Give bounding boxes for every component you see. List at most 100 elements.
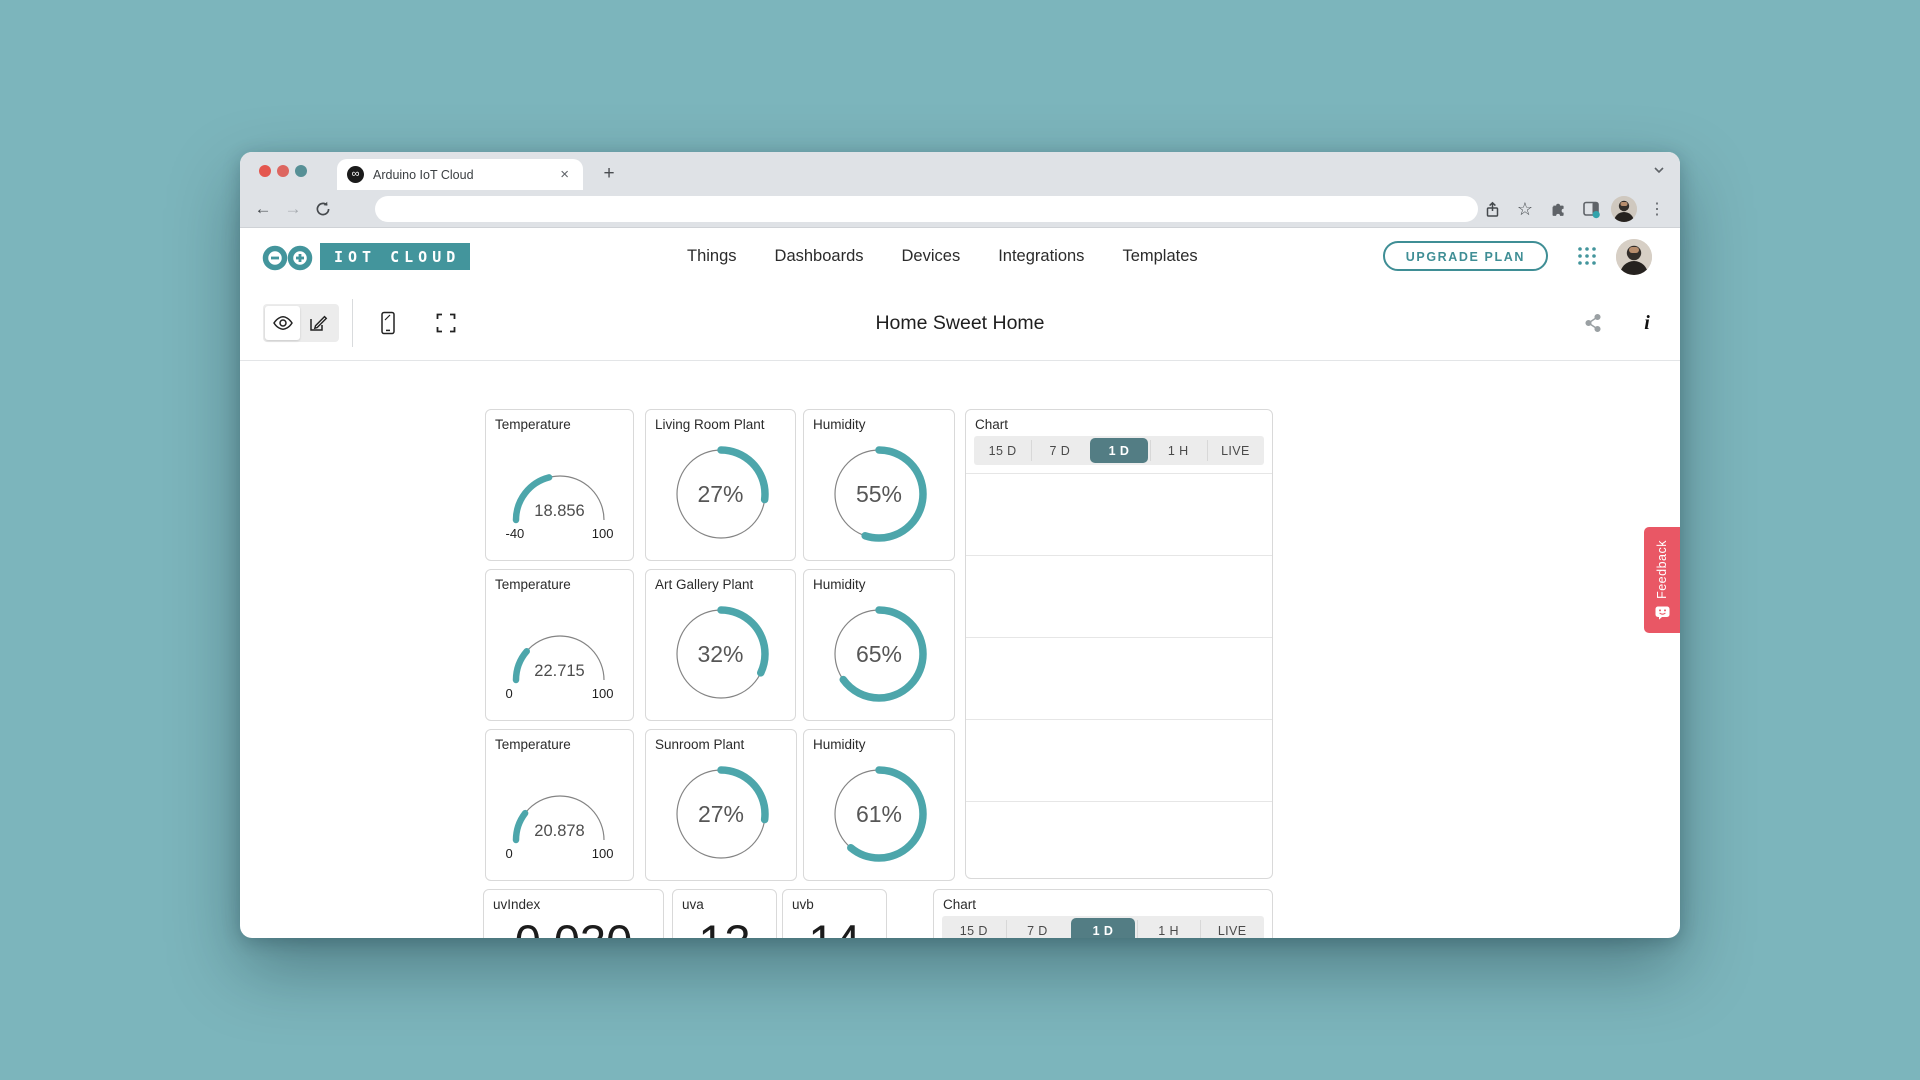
fullscreen-button[interactable] [427, 304, 465, 342]
forward-button[interactable]: → [284, 198, 302, 218]
browser-menu-icon[interactable]: ⋮ [1649, 201, 1665, 218]
percent-ring-arc [831, 446, 927, 542]
gauge-value: 18.856 [534, 502, 585, 520]
percent-value: 27% [697, 800, 745, 827]
arduino-favicon-icon: ∞ [347, 166, 364, 183]
gauge-value: 20.878 [534, 822, 585, 840]
range-button-1h[interactable]: 1 H [1136, 916, 1201, 938]
gauge-min: 0 [505, 846, 513, 861]
percent-ring [672, 606, 769, 707]
fullscreen-icon [436, 313, 456, 333]
nav-item-templates[interactable]: Templates [1122, 247, 1198, 265]
share-dashboard-button[interactable] [1574, 304, 1612, 342]
percent-ring [831, 606, 927, 707]
nav-item-things[interactable]: Things [687, 247, 737, 265]
view-edit-toggle [263, 304, 339, 342]
apps-grid-icon[interactable] [1576, 245, 1598, 267]
toolbar-divider [352, 299, 353, 347]
range-button-1d[interactable]: 1 D [1071, 918, 1135, 938]
number-value: 0.030 [484, 914, 663, 938]
range-button-1d[interactable]: 1 D [1090, 438, 1148, 463]
widget-title: Temperature [495, 577, 571, 592]
ring-widget-sunroom-plant: Sunroom Plant 27% [645, 729, 797, 881]
gauge [486, 778, 633, 851]
percent-ring [831, 446, 927, 547]
info-icon: i [1644, 311, 1650, 334]
number-widget-uva: uva 13 [672, 889, 777, 938]
percent-ring [673, 766, 769, 867]
iot-cloud-badge[interactable]: IOT CLOUD [320, 243, 471, 270]
url-address-bar[interactable] [375, 196, 1478, 222]
range-button-15d[interactable]: 15 D [988, 443, 1017, 458]
ring-widget-living-room-plant: Living Room Plant 27% [645, 409, 796, 561]
traffic-light-close[interactable] [259, 165, 271, 177]
percent-value: 55% [855, 480, 903, 507]
user-avatar[interactable] [1616, 239, 1652, 275]
phone-icon [381, 311, 395, 335]
percent-ring-arc [831, 606, 927, 702]
info-button[interactable]: i [1628, 304, 1666, 342]
widget-title: Art Gallery Plant [655, 577, 754, 592]
new-tab-button[interactable]: + [603, 163, 615, 184]
nav-item-integrations[interactable]: Integrations [998, 247, 1085, 265]
gauge [486, 618, 633, 691]
nav-item-dashboards[interactable]: Dashboards [774, 247, 864, 265]
eye-icon [272, 316, 293, 330]
number-widget-uvb: uvb 14 [782, 889, 887, 938]
gauge-arc [512, 635, 605, 684]
tab-close-icon[interactable]: × [560, 166, 569, 183]
upgrade-plan-button[interactable]: UPGRADE PLAN [1382, 241, 1548, 271]
widget-title: Humidity [813, 577, 866, 592]
feedback-tab[interactable]: Feedback [1644, 527, 1680, 633]
reload-button[interactable] [308, 194, 338, 224]
share-page-icon[interactable] [1479, 194, 1505, 224]
chevron-down-icon[interactable] [1652, 163, 1666, 177]
ring-widget-art-gallery-plant: Art Gallery Plant 32% [645, 569, 796, 721]
view-mode-button[interactable] [265, 306, 300, 340]
browser-tab[interactable]: ∞ Arduino IoT Cloud × [337, 159, 583, 190]
browser-toolbar: ← → ☆ ⋮ [240, 190, 1680, 228]
number-value: 14 [783, 914, 886, 938]
edit-pencil-icon [310, 315, 328, 331]
gauge-min-max: -40 100 [506, 526, 614, 541]
back-button[interactable]: ← [254, 198, 272, 218]
ring-widget-humidity: Humidity 55% [803, 409, 955, 561]
extensions-puzzle-icon[interactable] [1545, 194, 1571, 224]
side-panel-icon[interactable] [1578, 194, 1604, 224]
percent-ring-arc [672, 446, 769, 542]
traffic-light-zoom[interactable] [295, 165, 307, 177]
range-button-15d[interactable]: 15 D [959, 923, 988, 938]
edit-mode-button[interactable] [300, 306, 335, 340]
browser-profile-avatar[interactable] [1611, 196, 1637, 222]
range-button-7d[interactable]: 7 D [1031, 436, 1088, 465]
percent-ring-arc [672, 606, 769, 702]
gauge-value: 22.715 [534, 662, 585, 680]
range-button-7d[interactable]: 7 D [1005, 916, 1070, 938]
percent-value: 61% [855, 800, 903, 827]
traffic-light-minimize[interactable] [277, 165, 289, 177]
main-navigation: Things Dashboards Devices Integrations Templ… [687, 228, 1198, 285]
range-button-live[interactable]: LIVE [1206, 436, 1264, 465]
percent-value: 27% [697, 480, 744, 507]
range-button-live[interactable]: LIVE [1200, 916, 1264, 938]
range-button-1h[interactable]: 1 H [1149, 436, 1207, 465]
mobile-preview-button[interactable] [369, 304, 407, 342]
chart-plot-area [966, 473, 1272, 878]
percent-value: 65% [855, 640, 903, 667]
number-value: 13 [673, 914, 776, 938]
percent-ring [831, 766, 927, 867]
bookmark-star-icon[interactable]: ☆ [1516, 198, 1534, 219]
nav-item-devices[interactable]: Devices [901, 247, 961, 265]
site-header: IOT CLOUD Things Dashboards Devices Integra… [240, 228, 1680, 285]
share-nodes-icon [1585, 313, 1601, 333]
gauge-min-max: 0 100 [506, 686, 614, 701]
arduino-logo-icon[interactable] [262, 245, 316, 271]
number-widget-uvindex: uvIndex 0.030 [483, 889, 664, 938]
widget-title: Temperature [495, 737, 571, 752]
gauge-min-max: 0 100 [506, 846, 614, 861]
ring-widget-humidity: Humidity 61% [803, 729, 955, 881]
widget-title: Humidity [813, 737, 866, 752]
gauge-arc [512, 474, 605, 524]
